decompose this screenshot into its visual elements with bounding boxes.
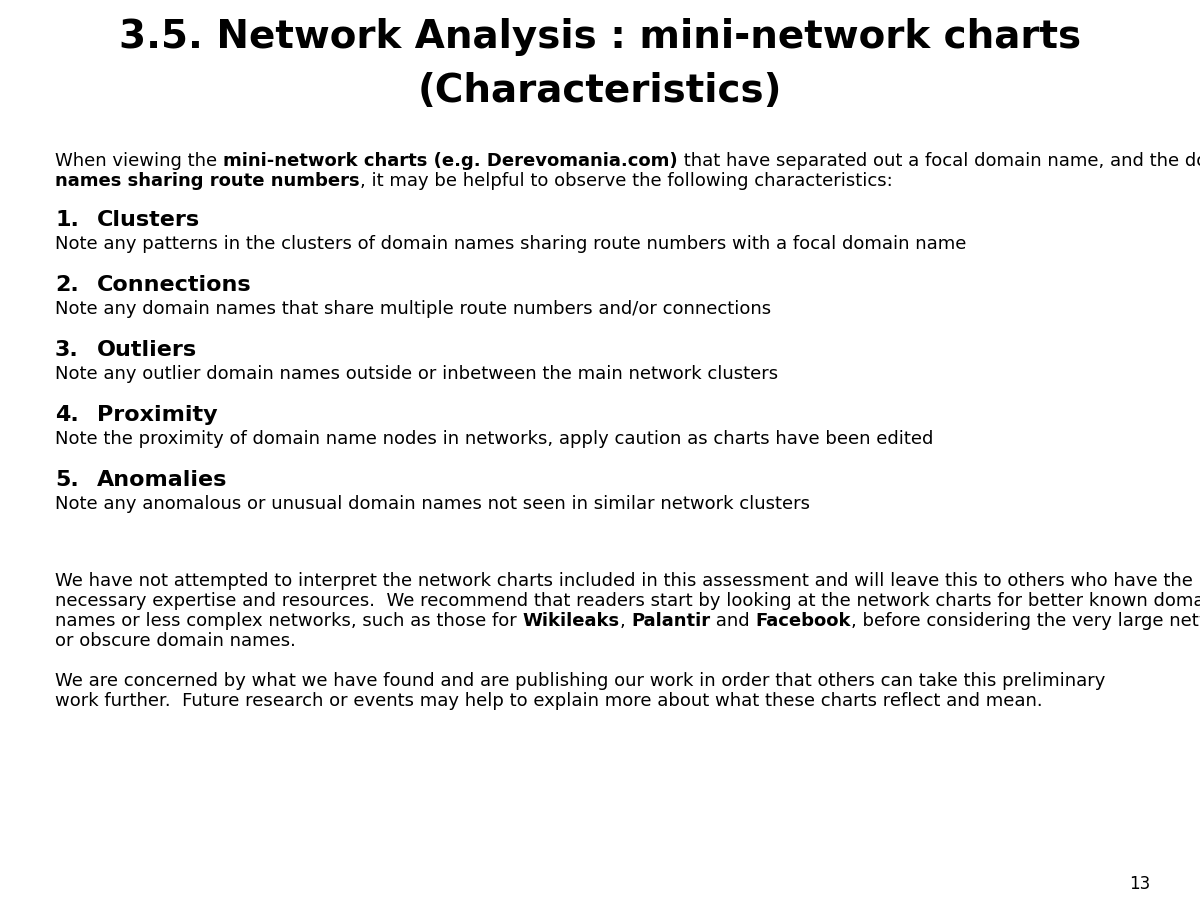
Text: Note any anomalous or unusual domain names not seen in similar network clusters: Note any anomalous or unusual domain nam…: [55, 495, 810, 513]
Text: or obscure domain names.: or obscure domain names.: [55, 632, 296, 650]
Text: 3.: 3.: [55, 340, 79, 360]
Text: that have separated out a focal domain name, and the domain: that have separated out a focal domain n…: [678, 152, 1200, 170]
Text: 2.: 2.: [55, 275, 79, 295]
Text: ,: ,: [619, 612, 631, 630]
Text: 4.: 4.: [55, 405, 79, 425]
Text: , it may be helpful to observe the following characteristics:: , it may be helpful to observe the follo…: [360, 172, 893, 190]
Text: Note any outlier domain names outside or inbetween the main network clusters: Note any outlier domain names outside or…: [55, 365, 778, 383]
Text: and: and: [710, 612, 756, 630]
Text: names sharing route numbers: names sharing route numbers: [55, 172, 360, 190]
Text: 1.: 1.: [55, 210, 79, 230]
Text: 3.5. Network Analysis : mini-network charts: 3.5. Network Analysis : mini-network cha…: [119, 18, 1081, 56]
Text: We have not attempted to interpret the network charts included in this assessmen: We have not attempted to interpret the n…: [55, 572, 1193, 590]
Text: Wikileaks: Wikileaks: [522, 612, 619, 630]
Text: 13: 13: [1129, 875, 1150, 893]
Text: Connections: Connections: [97, 275, 251, 295]
Text: necessary expertise and resources.  We recommend that readers start by looking a: necessary expertise and resources. We re…: [55, 592, 1200, 610]
Text: Proximity: Proximity: [97, 405, 217, 425]
Text: Outliers: Outliers: [97, 340, 197, 360]
Text: Note any patterns in the clusters of domain names sharing route numbers with a f: Note any patterns in the clusters of dom…: [55, 235, 966, 253]
Text: names or less complex networks, such as those for: names or less complex networks, such as …: [55, 612, 522, 630]
Text: 5.: 5.: [55, 470, 79, 490]
Text: Note the proximity of domain name nodes in networks, apply caution as charts hav: Note the proximity of domain name nodes …: [55, 430, 934, 448]
Text: mini-network charts (e.g. Derevomania.com): mini-network charts (e.g. Derevomania.co…: [223, 152, 678, 170]
Text: , before considering the very large networks: , before considering the very large netw…: [851, 612, 1200, 630]
Text: Anomalies: Anomalies: [97, 470, 227, 490]
Text: work further.  Future research or events may help to explain more about what the: work further. Future research or events …: [55, 692, 1043, 710]
Text: (Characteristics): (Characteristics): [418, 72, 782, 110]
Text: Clusters: Clusters: [97, 210, 200, 230]
Text: When viewing the: When viewing the: [55, 152, 223, 170]
Text: Palantir: Palantir: [631, 612, 710, 630]
Text: Facebook: Facebook: [756, 612, 851, 630]
Text: We are concerned by what we have found and are publishing our work in order that: We are concerned by what we have found a…: [55, 672, 1105, 690]
Text: Note any domain names that share multiple route numbers and/or connections: Note any domain names that share multipl…: [55, 300, 772, 318]
